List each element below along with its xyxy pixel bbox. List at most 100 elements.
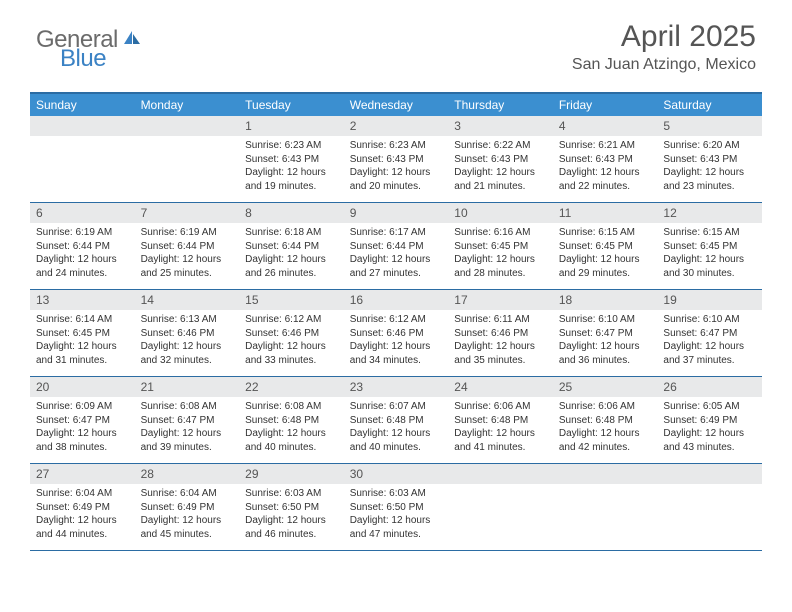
day-number (553, 464, 658, 484)
daylight-line: Daylight: 12 hours and 24 minutes. (36, 253, 129, 280)
day-body: Sunrise: 6:08 AMSunset: 6:47 PMDaylight:… (135, 397, 240, 460)
day-number (135, 116, 240, 136)
sunset-line: Sunset: 6:48 PM (454, 414, 547, 428)
day-cell: 23Sunrise: 6:07 AMSunset: 6:48 PMDayligh… (344, 377, 449, 463)
day-header: Tuesday (239, 94, 344, 116)
day-number: 26 (657, 377, 762, 397)
day-number: 18 (553, 290, 658, 310)
day-number: 8 (239, 203, 344, 223)
sunset-line: Sunset: 6:49 PM (663, 414, 756, 428)
daylight-line: Daylight: 12 hours and 21 minutes. (454, 166, 547, 193)
day-body: Sunrise: 6:04 AMSunset: 6:49 PMDaylight:… (30, 484, 135, 547)
day-cell: 25Sunrise: 6:06 AMSunset: 6:48 PMDayligh… (553, 377, 658, 463)
day-header: Thursday (448, 94, 553, 116)
day-number: 16 (344, 290, 449, 310)
sunset-line: Sunset: 6:50 PM (350, 501, 443, 515)
day-cell: 22Sunrise: 6:08 AMSunset: 6:48 PMDayligh… (239, 377, 344, 463)
sunset-line: Sunset: 6:43 PM (663, 153, 756, 167)
sunset-line: Sunset: 6:43 PM (559, 153, 652, 167)
day-cell (448, 464, 553, 550)
day-number: 25 (553, 377, 658, 397)
day-body: Sunrise: 6:06 AMSunset: 6:48 PMDaylight:… (448, 397, 553, 460)
sunrise-line: Sunrise: 6:10 AM (559, 313, 652, 327)
day-body: Sunrise: 6:14 AMSunset: 6:45 PMDaylight:… (30, 310, 135, 373)
daylight-line: Daylight: 12 hours and 26 minutes. (245, 253, 338, 280)
sunrise-line: Sunrise: 6:06 AM (454, 400, 547, 414)
day-body: Sunrise: 6:16 AMSunset: 6:45 PMDaylight:… (448, 223, 553, 286)
week-row: 27Sunrise: 6:04 AMSunset: 6:49 PMDayligh… (30, 464, 762, 551)
day-body: Sunrise: 6:12 AMSunset: 6:46 PMDaylight:… (239, 310, 344, 373)
sunset-line: Sunset: 6:44 PM (350, 240, 443, 254)
day-body: Sunrise: 6:19 AMSunset: 6:44 PMDaylight:… (135, 223, 240, 286)
title-block: April 2025 San Juan Atzingo, Mexico (572, 20, 756, 74)
day-cell: 28Sunrise: 6:04 AMSunset: 6:49 PMDayligh… (135, 464, 240, 550)
day-number: 23 (344, 377, 449, 397)
day-number: 13 (30, 290, 135, 310)
day-cell: 12Sunrise: 6:15 AMSunset: 6:45 PMDayligh… (657, 203, 762, 289)
daylight-line: Daylight: 12 hours and 20 minutes. (350, 166, 443, 193)
daylight-line: Daylight: 12 hours and 43 minutes. (663, 427, 756, 454)
sunset-line: Sunset: 6:44 PM (245, 240, 338, 254)
sunset-line: Sunset: 6:47 PM (663, 327, 756, 341)
day-number: 10 (448, 203, 553, 223)
week-row: 20Sunrise: 6:09 AMSunset: 6:47 PMDayligh… (30, 377, 762, 464)
sunrise-line: Sunrise: 6:05 AM (663, 400, 756, 414)
day-body: Sunrise: 6:11 AMSunset: 6:46 PMDaylight:… (448, 310, 553, 373)
day-cell: 7Sunrise: 6:19 AMSunset: 6:44 PMDaylight… (135, 203, 240, 289)
day-cell: 13Sunrise: 6:14 AMSunset: 6:45 PMDayligh… (30, 290, 135, 376)
day-header: Monday (135, 94, 240, 116)
day-number: 27 (30, 464, 135, 484)
day-number: 4 (553, 116, 658, 136)
day-cell (657, 464, 762, 550)
day-number: 12 (657, 203, 762, 223)
header: General April 2025 San Juan Atzingo, Mex… (0, 0, 792, 82)
day-number (657, 464, 762, 484)
sunset-line: Sunset: 6:47 PM (559, 327, 652, 341)
day-number: 3 (448, 116, 553, 136)
logo-sail-icon (122, 29, 142, 52)
sunrise-line: Sunrise: 6:18 AM (245, 226, 338, 240)
sunrise-line: Sunrise: 6:19 AM (141, 226, 234, 240)
sunset-line: Sunset: 6:49 PM (36, 501, 129, 515)
daylight-line: Daylight: 12 hours and 35 minutes. (454, 340, 547, 367)
day-body: Sunrise: 6:15 AMSunset: 6:45 PMDaylight:… (657, 223, 762, 286)
daylight-line: Daylight: 12 hours and 47 minutes. (350, 514, 443, 541)
daylight-line: Daylight: 12 hours and 28 minutes. (454, 253, 547, 280)
day-body: Sunrise: 6:07 AMSunset: 6:48 PMDaylight:… (344, 397, 449, 460)
sunrise-line: Sunrise: 6:14 AM (36, 313, 129, 327)
day-cell: 3Sunrise: 6:22 AMSunset: 6:43 PMDaylight… (448, 116, 553, 202)
day-number: 9 (344, 203, 449, 223)
sunrise-line: Sunrise: 6:11 AM (454, 313, 547, 327)
day-body: Sunrise: 6:20 AMSunset: 6:43 PMDaylight:… (657, 136, 762, 199)
day-cell: 21Sunrise: 6:08 AMSunset: 6:47 PMDayligh… (135, 377, 240, 463)
day-cell (553, 464, 658, 550)
day-cell: 27Sunrise: 6:04 AMSunset: 6:49 PMDayligh… (30, 464, 135, 550)
day-cell: 11Sunrise: 6:15 AMSunset: 6:45 PMDayligh… (553, 203, 658, 289)
sunrise-line: Sunrise: 6:06 AM (559, 400, 652, 414)
day-cell: 19Sunrise: 6:10 AMSunset: 6:47 PMDayligh… (657, 290, 762, 376)
sunrise-line: Sunrise: 6:15 AM (559, 226, 652, 240)
weeks-container: 1Sunrise: 6:23 AMSunset: 6:43 PMDaylight… (30, 116, 762, 551)
day-number: 19 (657, 290, 762, 310)
day-number: 15 (239, 290, 344, 310)
daylight-line: Daylight: 12 hours and 40 minutes. (350, 427, 443, 454)
day-cell: 24Sunrise: 6:06 AMSunset: 6:48 PMDayligh… (448, 377, 553, 463)
sunrise-line: Sunrise: 6:08 AM (141, 400, 234, 414)
day-number: 24 (448, 377, 553, 397)
daylight-line: Daylight: 12 hours and 40 minutes. (245, 427, 338, 454)
calendar: SundayMondayTuesdayWednesdayThursdayFrid… (30, 92, 762, 551)
daylight-line: Daylight: 12 hours and 34 minutes. (350, 340, 443, 367)
week-row: 1Sunrise: 6:23 AMSunset: 6:43 PMDaylight… (30, 116, 762, 203)
sunrise-line: Sunrise: 6:23 AM (350, 139, 443, 153)
day-body: Sunrise: 6:22 AMSunset: 6:43 PMDaylight:… (448, 136, 553, 199)
day-cell: 30Sunrise: 6:03 AMSunset: 6:50 PMDayligh… (344, 464, 449, 550)
logo-text-blue: Blue (60, 45, 106, 72)
sunrise-line: Sunrise: 6:13 AM (141, 313, 234, 327)
daylight-line: Daylight: 12 hours and 25 minutes. (141, 253, 234, 280)
day-body: Sunrise: 6:18 AMSunset: 6:44 PMDaylight:… (239, 223, 344, 286)
sunset-line: Sunset: 6:45 PM (559, 240, 652, 254)
day-number: 2 (344, 116, 449, 136)
day-body: Sunrise: 6:13 AMSunset: 6:46 PMDaylight:… (135, 310, 240, 373)
day-body: Sunrise: 6:08 AMSunset: 6:48 PMDaylight:… (239, 397, 344, 460)
daylight-line: Daylight: 12 hours and 33 minutes. (245, 340, 338, 367)
